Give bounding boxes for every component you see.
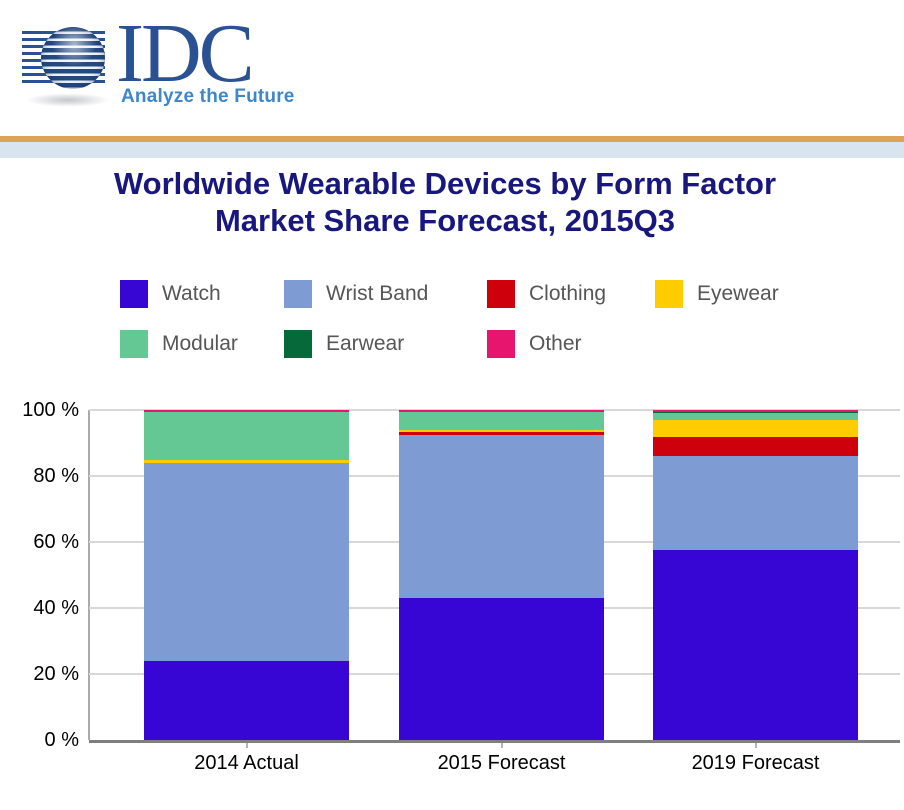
y-tick-label-0: 0 % [44, 729, 79, 751]
segment-modular-2014-actual [144, 412, 349, 461]
logo-shadow [26, 93, 110, 107]
x-tick-2019-forecast [754, 743, 757, 748]
x-category-label-2015-forecast: 2015 Forecast [437, 752, 566, 774]
legend-swatch-modular [120, 330, 148, 358]
legend-label-watch: Watch [162, 282, 221, 305]
segment-eyewear-2015-forecast [399, 429, 604, 433]
x-category-label-2019-forecast: 2019 Forecast [691, 752, 820, 774]
logo-wordmark: IDC [116, 7, 255, 100]
y-axis-line [88, 410, 90, 740]
legend-label-earwear: Earwear [326, 332, 405, 355]
legend-swatch-eyewear [655, 280, 683, 308]
page-title-line2: Market Share Forecast, 2015Q3 [214, 203, 676, 238]
y-tick-label-20: 20 % [33, 663, 79, 685]
segment-other-2019-forecast [653, 410, 858, 413]
bar-2019-forecast [653, 410, 858, 740]
page-title: Worldwide Wearable Devices by Form Facto… [0, 165, 890, 239]
y-tick-label-80: 80 % [33, 465, 79, 487]
globe-icon [41, 27, 105, 89]
segment-modular-2019-forecast [653, 412, 858, 420]
segment-wrist-band-2015-forecast [399, 435, 604, 599]
x-category-label-2014-actual: 2014 Actual [194, 752, 299, 774]
legend-swatch-wrist-band [284, 280, 312, 308]
segment-wrist-band-2019-forecast [653, 456, 858, 551]
y-tick-label-60: 60 % [33, 531, 79, 553]
legend-label-modular: Modular [162, 332, 238, 355]
segment-watch-2014-actual [144, 660, 349, 740]
segment-wrist-band-2014-actual [144, 463, 349, 661]
x-tick-2014-actual [245, 743, 248, 748]
segment-eyewear-2019-forecast [653, 419, 858, 438]
logo-tagline: Analyze the Future [121, 86, 295, 107]
legend-label-eyewear: Eyewear [697, 282, 779, 305]
legend-swatch-earwear [284, 330, 312, 358]
divider-orange [0, 136, 904, 142]
segment-modular-2015-forecast [399, 412, 604, 430]
x-tick-2015-forecast [500, 743, 503, 748]
y-tick-label-100: 100 % [22, 399, 79, 421]
legend-swatch-clothing [487, 280, 515, 308]
legend-label-wrist-band: Wrist Band [326, 282, 429, 305]
bar-2014-actual [144, 410, 349, 740]
segment-watch-2015-forecast [399, 598, 604, 740]
bar-2015-forecast [399, 410, 604, 740]
segment-clothing-2019-forecast [653, 437, 858, 457]
legend-label-clothing: Clothing [529, 282, 607, 305]
segment-eyewear-2014-actual [144, 460, 349, 463]
divider-blue [0, 142, 904, 158]
segment-clothing-2015-forecast [399, 432, 604, 436]
segment-other-2015-forecast [399, 410, 604, 413]
legend-label-other: Other [529, 332, 582, 355]
segment-other-2014-actual [144, 410, 349, 413]
x-axis-line [89, 740, 900, 743]
gridline-100 [89, 409, 900, 411]
legend-swatch-other [487, 330, 515, 358]
segment-watch-2019-forecast [653, 550, 858, 740]
legend-swatch-watch [120, 280, 148, 308]
page-title-line1: Worldwide Wearable Devices by Form Facto… [113, 166, 777, 201]
y-tick-label-40: 40 % [33, 597, 79, 619]
